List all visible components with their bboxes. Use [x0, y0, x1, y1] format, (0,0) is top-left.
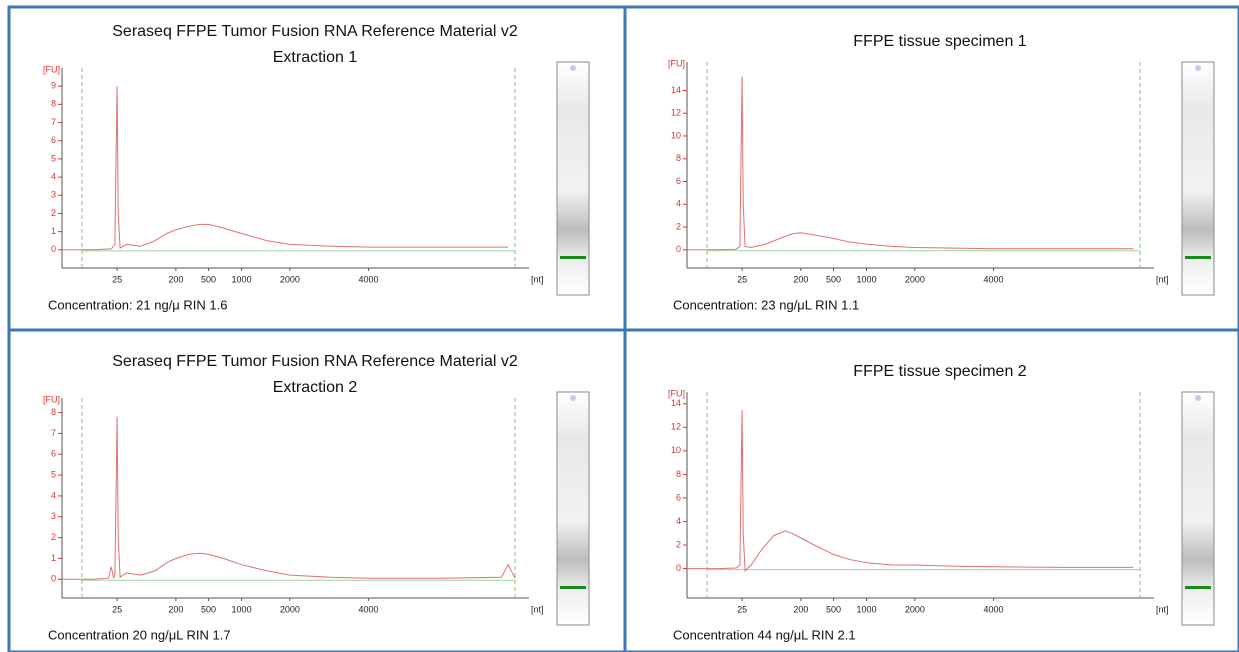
x-tick-label: 500: [826, 604, 841, 614]
y-tick-label: 0: [51, 574, 56, 584]
y-tick-label: 0: [676, 244, 681, 254]
x-tick-label: 500: [826, 274, 841, 284]
y-tick-label: 14: [671, 398, 681, 408]
chart-title: Seraseq FFPE Tumor Fusion RNA Reference …: [112, 23, 518, 40]
y-tick-label: 8: [51, 99, 56, 109]
page: {"chart_data": [ {"type": "line", "title…: [0, 0, 1239, 652]
chart-subtitle: Extraction 1: [273, 49, 358, 66]
gel-dot: [570, 65, 576, 71]
gel-lane: [1182, 62, 1214, 295]
y-tick-label: 2: [676, 539, 681, 549]
x-tick-label: 500: [201, 274, 216, 284]
y-tick-label: 7: [51, 117, 56, 127]
trace: [687, 77, 1133, 250]
x-tick-label: 1000: [232, 604, 252, 614]
y-tick-label: 9: [51, 81, 56, 91]
gel-lane: [557, 392, 589, 625]
chart-title: FFPE tissue specimen 1: [853, 33, 1027, 50]
x-tick-label: 25: [737, 604, 747, 614]
y-tick-label: 3: [51, 511, 56, 521]
y-tick-label: 14: [671, 85, 681, 95]
y-tick-label: 6: [51, 449, 56, 459]
x-tick-label: 1000: [857, 274, 877, 284]
x-axis-label: [nt]: [1156, 604, 1169, 614]
y-axis-label: [FU]: [668, 58, 685, 68]
x-axis-label: [nt]: [1156, 274, 1169, 284]
panel: Seraseq FFPE Tumor Fusion RNA Reference …: [43, 23, 589, 312]
x-tick-label: 200: [793, 604, 808, 614]
gel-lane: [1182, 392, 1214, 625]
x-tick-label: 200: [168, 604, 183, 614]
x-tick-label: 25: [112, 274, 122, 284]
x-axis-label: [nt]: [531, 274, 544, 284]
trace: [62, 86, 508, 250]
x-tick-label: 25: [112, 604, 122, 614]
panel: FFPE tissue specimen 2 [FU] [nt] Concentrat…: [668, 363, 1214, 642]
y-tick-label: 3: [51, 190, 56, 200]
y-tick-label: 4: [676, 516, 681, 526]
y-tick-label: 8: [676, 469, 681, 479]
x-tick-label: 4000: [984, 274, 1004, 284]
gel-dot: [1195, 395, 1201, 401]
y-tick-label: 4: [51, 171, 56, 181]
y-tick-label: 1: [51, 553, 56, 563]
y-tick-label: 12: [671, 108, 681, 118]
trace: [687, 410, 1133, 571]
y-tick-label: 8: [51, 407, 56, 417]
y-tick-label: 1: [51, 226, 56, 236]
chart-title: Seraseq FFPE Tumor Fusion RNA Reference …: [112, 353, 518, 370]
annotation: Concentration 20 ng/μL RIN 1.7: [48, 627, 231, 642]
chart-title: FFPE tissue specimen 2: [853, 363, 1027, 380]
y-axis-label: [FU]: [43, 64, 60, 74]
y-tick-label: 0: [51, 244, 56, 254]
annotation: Concentration: 23 ng/μL RIN 1.1: [673, 297, 859, 312]
x-axis-label: [nt]: [531, 604, 544, 614]
x-tick-label: 200: [793, 274, 808, 284]
y-tick-label: 5: [51, 153, 56, 163]
trace: [62, 417, 515, 580]
y-tick-label: 2: [51, 208, 56, 218]
y-tick-label: 6: [51, 135, 56, 145]
y-tick-label: 10: [671, 130, 681, 140]
x-tick-label: 25: [737, 274, 747, 284]
x-tick-label: 4000: [984, 604, 1004, 614]
y-tick-label: 12: [671, 422, 681, 432]
y-tick-label: 7: [51, 428, 56, 438]
x-tick-label: 1000: [232, 274, 252, 284]
y-tick-label: 0: [676, 563, 681, 573]
y-tick-label: 10: [671, 445, 681, 455]
annotation: Concentration: 21 ng/μ RIN 1.6: [48, 297, 227, 312]
gel-marker: [1185, 256, 1211, 259]
x-tick-label: 2000: [905, 604, 925, 614]
x-tick-label: 2000: [280, 604, 300, 614]
x-tick-label: 1000: [857, 604, 877, 614]
chart-subtitle: Extraction 2: [273, 379, 358, 396]
figure: Seraseq FFPE Tumor Fusion RNA Reference …: [0, 0, 1239, 652]
y-axis-label: [FU]: [43, 394, 60, 404]
x-tick-label: 4000: [359, 274, 379, 284]
gel-lane: [557, 62, 589, 295]
x-tick-label: 2000: [280, 274, 300, 284]
y-tick-label: 4: [676, 199, 681, 209]
y-axis-label: [FU]: [668, 388, 685, 398]
y-tick-label: 8: [676, 153, 681, 163]
y-tick-label: 6: [676, 176, 681, 186]
annotation: Concentration 44 ng/μL RIN 2.1: [673, 627, 856, 642]
y-tick-label: 6: [676, 492, 681, 502]
y-tick-label: 5: [51, 469, 56, 479]
x-tick-label: 200: [168, 274, 183, 284]
gel-marker: [560, 586, 586, 589]
x-tick-label: 4000: [359, 604, 379, 614]
y-tick-label: 2: [676, 221, 681, 231]
gel-dot: [1195, 65, 1201, 71]
y-tick-label: 4: [51, 490, 56, 500]
x-tick-label: 500: [201, 604, 216, 614]
x-tick-label: 2000: [905, 274, 925, 284]
panel: FFPE tissue specimen 1 [FU] [nt] Concentrat…: [668, 33, 1214, 312]
gel-marker: [560, 256, 586, 259]
panel: Seraseq FFPE Tumor Fusion RNA Reference …: [43, 353, 589, 642]
gel-dot: [570, 395, 576, 401]
y-tick-label: 2: [51, 532, 56, 542]
gel-marker: [1185, 586, 1211, 589]
